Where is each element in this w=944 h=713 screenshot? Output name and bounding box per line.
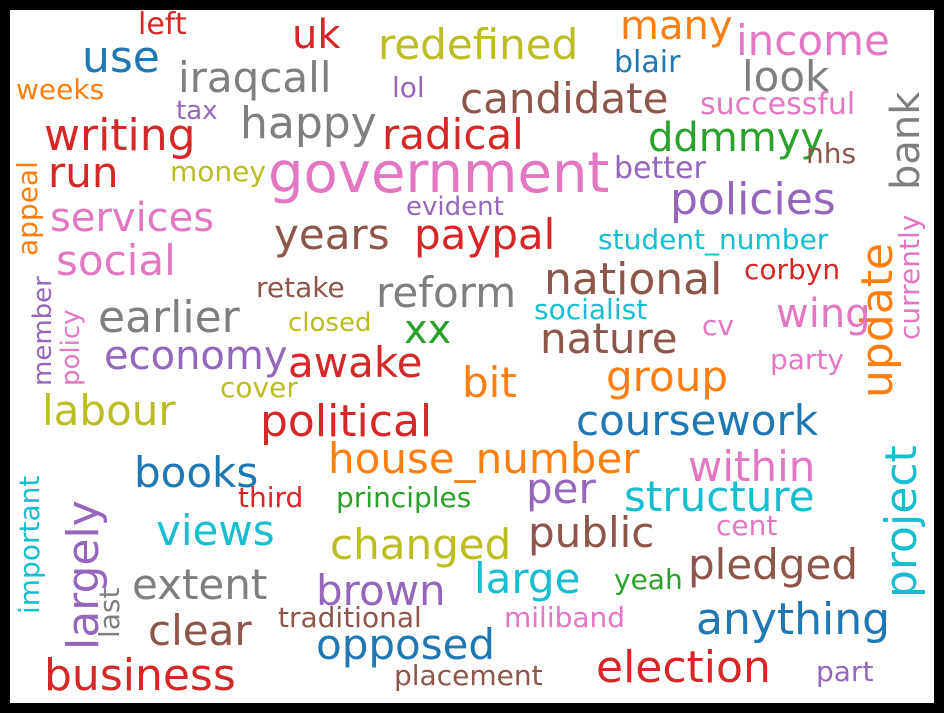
word-evident: evident (406, 192, 504, 222)
word-many: many (620, 10, 733, 49)
word-policies: policies (670, 174, 836, 225)
word-government: government (268, 141, 610, 206)
word-social: social (56, 236, 176, 285)
word-money: money (170, 155, 266, 188)
word-services: services (50, 195, 215, 241)
word-part: part (816, 655, 874, 688)
word-xx: xx (404, 307, 452, 353)
word-clear: clear (148, 606, 252, 655)
word-project: project (876, 445, 927, 598)
word-yeah: yeah (614, 563, 683, 596)
word-per: per (526, 464, 596, 513)
word-policy: policy (56, 309, 86, 386)
word-run: run (48, 148, 119, 197)
word-look: look (742, 52, 830, 101)
word-reform: reform (376, 268, 517, 317)
word-cv: cv (702, 309, 734, 342)
word-miliband: miliband (504, 601, 626, 634)
word-important: important (13, 475, 46, 614)
word-tax: tax (176, 96, 218, 126)
word-bank[interactable]: bank (883, 91, 929, 190)
word-public: public (528, 508, 655, 557)
word-cent: cent (716, 509, 778, 542)
word-large: large (474, 554, 581, 603)
word-third: third (238, 481, 304, 514)
word-better: better (614, 151, 706, 186)
word-income: income (736, 16, 890, 65)
word-socialist: socialist (534, 293, 648, 326)
word-political: political (260, 396, 433, 447)
word-cover: cover (220, 371, 298, 404)
word-radical: radical (382, 110, 524, 159)
word-happy: happy (240, 98, 377, 149)
word-party: party (770, 343, 844, 376)
word-bit: bit (462, 358, 517, 407)
word-cloud-canvas: left uk many income use redefined blair … (10, 10, 934, 703)
word-within: within (688, 442, 816, 491)
word-closed: closed (288, 308, 372, 338)
word-nhs: nhs (806, 137, 857, 170)
word-weeks: weeks (16, 73, 105, 106)
word-writing: writing (44, 110, 196, 161)
word-uk: uk (292, 12, 341, 58)
word-views: views (156, 506, 275, 555)
word-successful: successful (700, 87, 856, 122)
word-candidate: candidate (460, 74, 669, 123)
word-brown: brown (316, 566, 446, 615)
word-years: years (274, 210, 390, 259)
word-structure: structure (624, 472, 815, 521)
word-wing: wing (776, 291, 871, 337)
word-earlier: earlier (98, 292, 240, 343)
word-redefined: redefined (378, 20, 579, 69)
word-awake: awake (288, 338, 423, 387)
word-business: business (44, 650, 236, 701)
word-extent: extent (132, 560, 268, 609)
word-national: national (544, 254, 723, 305)
word-member: member (28, 276, 58, 386)
word-ddmmyy: ddmmyy (648, 115, 825, 161)
word-placement: placement (394, 659, 543, 692)
word-changed: changed (330, 520, 512, 569)
word-student_number: student_number (598, 223, 829, 256)
word-blair: blair (614, 45, 681, 80)
word-pledged: pledged (688, 540, 858, 589)
word-lol: lol (392, 71, 425, 104)
word-labour: labour (42, 386, 176, 435)
word-last: last (93, 587, 126, 638)
word-corbyn: corbyn (744, 253, 841, 286)
word-appeal: appeal (11, 161, 44, 256)
word-economy: economy (104, 333, 288, 379)
word-nature: nature (540, 314, 678, 363)
word-paypal: paypal (414, 210, 556, 259)
word-retake: retake (256, 271, 345, 304)
word-use: use (82, 32, 160, 83)
word-iraqcall: iraqcall (178, 53, 332, 102)
word-opposed: opposed (316, 620, 496, 669)
word-books: books (134, 448, 259, 497)
word-anything: anything (696, 594, 891, 645)
word-coursework: coursework (576, 396, 819, 445)
word-group: group (606, 352, 728, 401)
word-election: election (596, 642, 771, 693)
word-principles: principles (336, 481, 472, 514)
word-left: left (138, 10, 187, 42)
word-traditional: traditional (278, 601, 422, 634)
word-house_number: house_number (328, 434, 640, 483)
